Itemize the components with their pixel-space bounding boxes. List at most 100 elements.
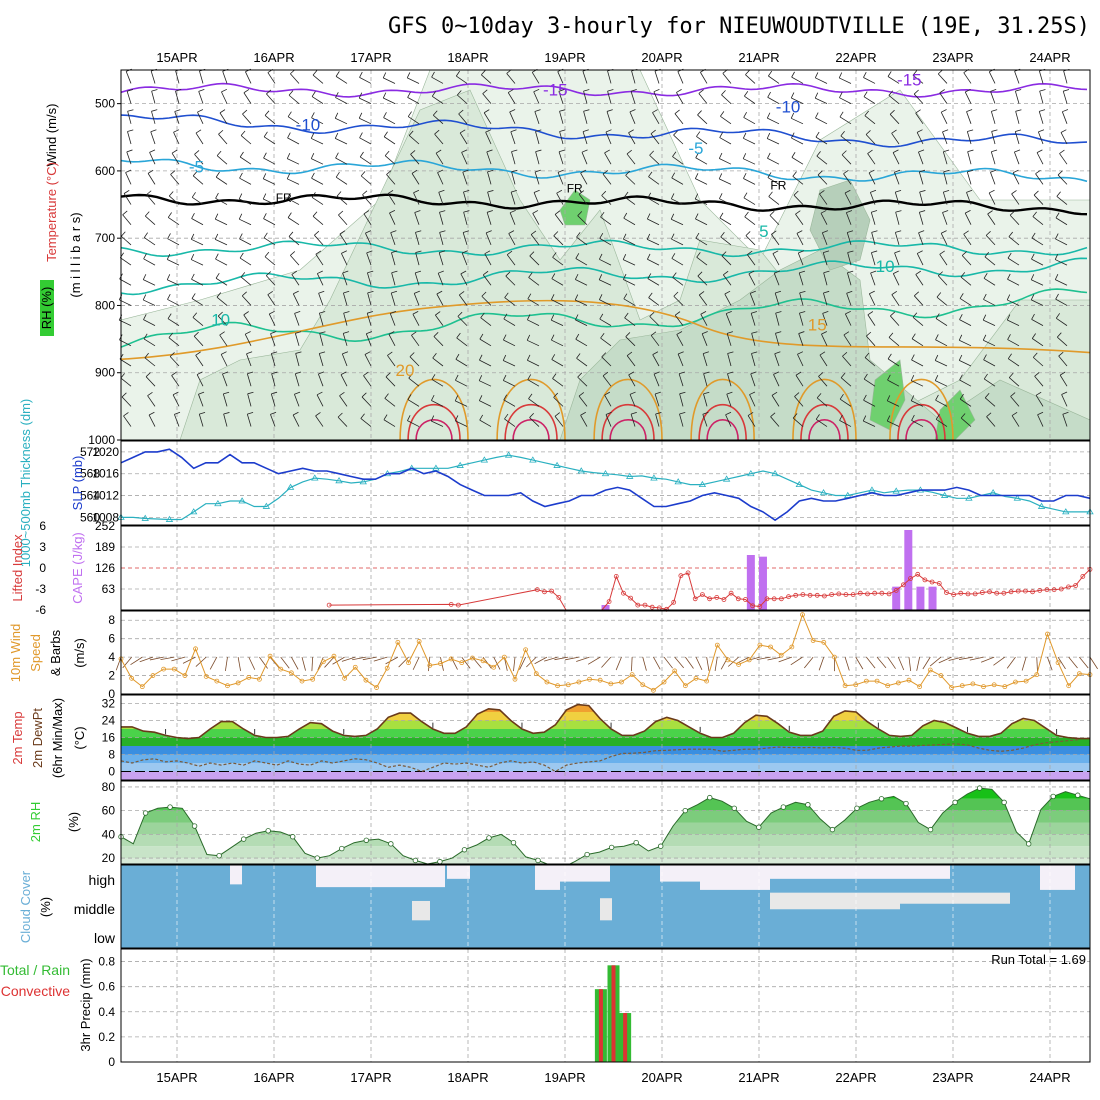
wind-barb [383, 77, 396, 84]
wind-barb [629, 111, 636, 124]
wind-barb [815, 131, 820, 138]
wind-barb [532, 210, 539, 214]
wind-barb [839, 111, 844, 118]
wind-barb [382, 92, 387, 99]
wind-barb [577, 215, 588, 226]
wind-barb [458, 294, 468, 306]
wind-barb [530, 234, 540, 246]
wind-barb [264, 115, 276, 125]
wind-barb [551, 339, 564, 347]
wind-speed-marker [1023, 678, 1029, 684]
wind-barb [943, 169, 950, 173]
thickness-marker [407, 464, 416, 471]
wind-barb [799, 290, 806, 294]
wind-barb [575, 253, 580, 259]
wind-barb [387, 193, 396, 205]
wind-barb [840, 372, 846, 378]
wind-barb [743, 197, 756, 205]
wind-barb [935, 334, 939, 340]
wind-barb [982, 314, 987, 321]
wind-barb [508, 233, 516, 246]
wind-speed-marker [246, 675, 252, 680]
wind-speed-line [120, 613, 1091, 691]
wind-barb [745, 231, 751, 236]
wind-barb [1035, 173, 1044, 185]
wind-speed-marker [587, 676, 592, 682]
wind-barb [991, 129, 998, 132]
wind-barb [720, 236, 732, 246]
wind-barb [720, 656, 729, 670]
wind-barb [301, 657, 306, 671]
wind-barb [744, 91, 749, 97]
warm-contour [593, 378, 663, 441]
wind-barb [223, 413, 228, 427]
wind-barb [410, 150, 416, 155]
wind-barb [702, 353, 708, 367]
wind-barb [819, 190, 825, 195]
wind-barb [339, 230, 346, 235]
wind-barb [510, 189, 517, 193]
wind-barb [774, 292, 780, 306]
wind-barb [983, 277, 996, 286]
thickness-marker [311, 474, 319, 481]
wind-barb [267, 290, 273, 295]
wind-barb [1008, 231, 1013, 237]
wind-barb [551, 278, 564, 286]
wind-barb [556, 189, 563, 194]
wind-barb [839, 420, 852, 427]
wind-barb [363, 213, 372, 225]
wind-barb [294, 313, 300, 326]
temperature-band [121, 712, 1090, 721]
lifted-index-marker [786, 594, 791, 600]
wind-speed-marker [938, 673, 944, 678]
rh-marker [1075, 792, 1081, 798]
lifted-index-marker [613, 574, 619, 579]
wind-barb [969, 656, 984, 661]
wind-barb [341, 656, 356, 662]
wind-barb [361, 392, 367, 398]
wind-barb [815, 97, 828, 104]
wind-barb [335, 157, 348, 165]
thickness-marker [650, 474, 658, 481]
wind-barb [894, 169, 901, 173]
wind-barb [674, 656, 685, 669]
wind-barb [339, 391, 345, 397]
wind-barb [959, 398, 972, 407]
wind-barb [631, 70, 636, 84]
wind-barb [174, 109, 181, 112]
warm-contour [897, 403, 946, 441]
wind-speed-marker [544, 679, 550, 685]
wind-speed-marker [406, 660, 411, 666]
wind-barb [239, 238, 252, 246]
wind-barb [311, 138, 324, 145]
wind-barb [559, 129, 566, 132]
wind-barb [963, 230, 969, 235]
wind-barb [1055, 279, 1068, 286]
temperature-tick: 0 [108, 765, 115, 779]
wind-barb [398, 656, 409, 668]
wind-barb [191, 192, 196, 198]
wind-barb [527, 379, 540, 387]
wind-barb [794, 396, 804, 407]
wind-barb [1055, 259, 1068, 266]
wind-barb [743, 172, 747, 179]
wind-barb [1008, 358, 1020, 367]
wind-barb [505, 275, 516, 286]
wind-barb [725, 313, 732, 326]
wind-barb [986, 416, 996, 427]
wind-barb [559, 109, 566, 112]
wind-barb [653, 656, 661, 670]
wind-barb [843, 173, 852, 185]
chart-title: GFS 0~10day 3-hourly for NIEUWOUDTVILLE … [388, 14, 1090, 39]
wind-barb [767, 91, 771, 98]
wind-barb [168, 332, 173, 338]
contour-label: 20 [395, 361, 414, 380]
wind-barb [479, 354, 483, 361]
wind-barb [751, 331, 758, 334]
wind-barb [795, 371, 802, 376]
wind-speed-marker [597, 677, 603, 683]
wind-barb [413, 189, 420, 194]
wind-barb [240, 130, 246, 136]
wind-barb [1007, 278, 1020, 286]
wind-barb [966, 171, 972, 185]
